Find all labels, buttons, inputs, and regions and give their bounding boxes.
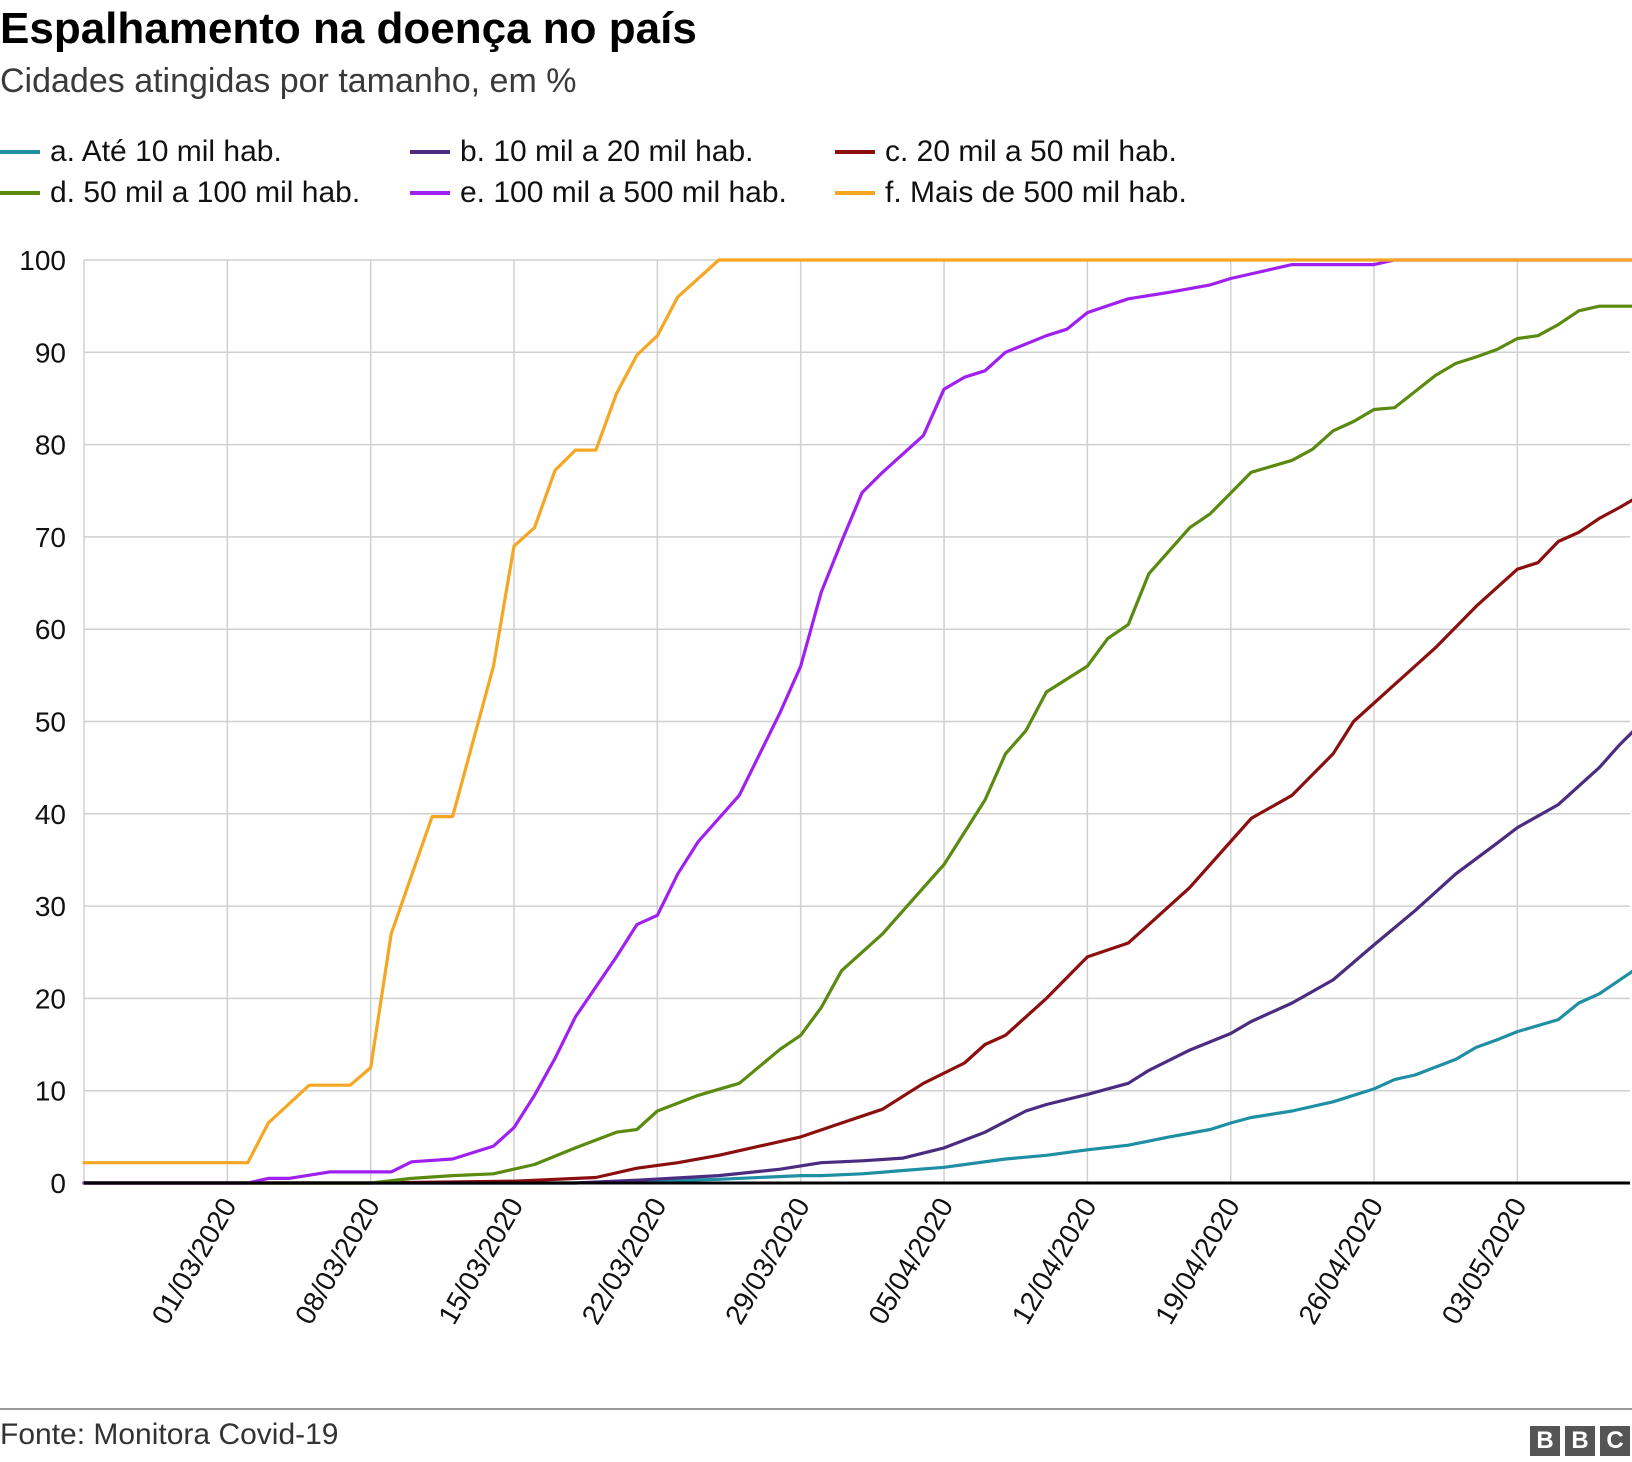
series-line-e	[82, 258, 1632, 1185]
x-tick-label: 05/04/2020	[862, 1193, 959, 1330]
line-chart: 0 10 20 30 40 50 60 70 80 90 100 01/03/2020 08/03/2…	[19, 245, 1632, 1330]
legend-item: f. Mais de 500 mil hab.	[835, 175, 1187, 211]
x-tick-label: 12/04/2020	[1006, 1193, 1103, 1330]
y-tick-label: 0	[50, 1168, 66, 1199]
y-tick-label: 100	[19, 245, 66, 276]
y-tick-label: 60	[35, 614, 66, 645]
x-tick-label: 22/03/2020	[576, 1193, 673, 1330]
legend-label: c. 20 mil a 50 mil hab.	[885, 135, 1177, 168]
x-tick-label: 08/03/2020	[289, 1193, 386, 1330]
x-tick-label: 15/03/2020	[432, 1193, 529, 1330]
legend-swatch	[0, 150, 40, 154]
series-line-f	[82, 258, 1632, 1165]
legend-swatch	[0, 191, 40, 195]
series-line-d	[82, 304, 1632, 1185]
y-axis-tick-labels: 0 10 20 30 40 50 60 70 80 90 100	[19, 245, 66, 1199]
legend-item: c. 20 mil a 50 mil hab.	[835, 134, 1177, 170]
series-line-a	[82, 969, 1632, 1185]
chart-title: Espalhamento na doença no país	[0, 4, 697, 53]
series-line-c	[82, 498, 1632, 1185]
y-tick-label: 30	[35, 891, 66, 922]
bbc-logo-letter: B	[1530, 1426, 1560, 1456]
legend-item: e. 100 mil a 500 mil hab.	[410, 175, 787, 211]
y-tick-label: 40	[35, 799, 66, 830]
legend-swatch	[835, 150, 875, 154]
x-tick-label: 03/05/2020	[1436, 1193, 1533, 1330]
legend-label: e. 100 mil a 500 mil hab.	[460, 176, 787, 209]
legend-label: f. Mais de 500 mil hab.	[885, 176, 1187, 209]
legend-label: a. Até 10 mil hab.	[50, 135, 282, 168]
y-tick-label: 80	[35, 430, 66, 461]
x-axis-tick-labels: 01/03/2020 08/03/2020 15/03/2020 22/03/2020…	[146, 1193, 1533, 1330]
legend-label: d. 50 mil a 100 mil hab.	[50, 176, 361, 209]
legend-item: d. 50 mil a 100 mil hab.	[0, 175, 360, 211]
legend-swatch	[410, 150, 450, 154]
footer-divider	[0, 1408, 1632, 1410]
y-tick-label: 90	[35, 337, 66, 368]
x-tick-label: 19/04/2020	[1149, 1193, 1246, 1330]
legend-item: b. 10 mil a 20 mil hab.	[410, 134, 753, 170]
legend-swatch	[835, 191, 875, 195]
y-tick-label: 50	[35, 707, 66, 738]
bbc-logo-letter: B	[1565, 1426, 1595, 1456]
bbc-logo-letter: C	[1600, 1426, 1630, 1456]
legend-swatch	[410, 191, 450, 195]
x-tick-label: 29/03/2020	[719, 1193, 816, 1330]
x-tick-label: 26/04/2020	[1292, 1193, 1389, 1330]
gridlines	[83, 259, 1630, 1183]
y-tick-label: 10	[35, 1076, 66, 1107]
y-tick-label: 20	[35, 983, 66, 1014]
source-note: Fonte: Monitora Covid-19	[0, 1418, 339, 1451]
legend-item: a. Até 10 mil hab.	[0, 134, 282, 170]
x-tick-label: 01/03/2020	[146, 1193, 243, 1330]
series-lines	[82, 258, 1632, 1185]
series-line-b	[82, 730, 1632, 1185]
chart-subtitle: Cidades atingidas por tamanho, em %	[0, 62, 577, 100]
y-tick-label: 70	[35, 522, 66, 553]
legend-label: b. 10 mil a 20 mil hab.	[460, 135, 754, 168]
